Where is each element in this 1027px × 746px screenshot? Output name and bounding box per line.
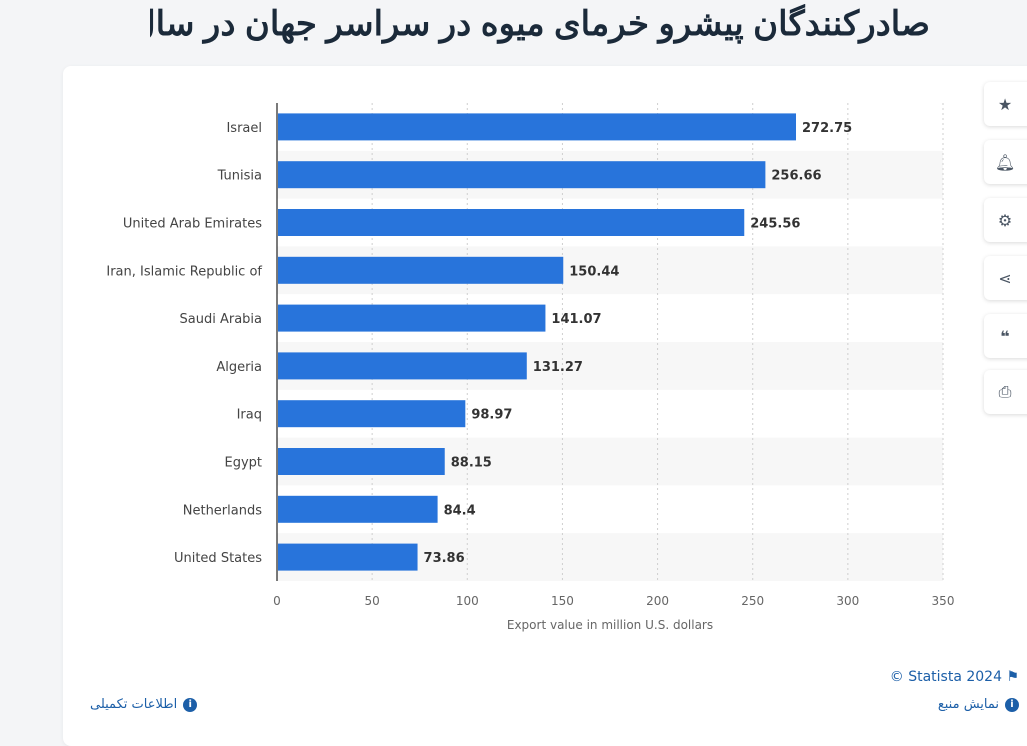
bar bbox=[278, 304, 546, 332]
bar bbox=[278, 543, 418, 571]
info-icon: i bbox=[1005, 697, 1019, 712]
bar bbox=[278, 256, 564, 284]
x-tick-label: 350 bbox=[932, 594, 955, 608]
source-label: نمایش منبع bbox=[937, 697, 999, 712]
favorite-button[interactable]: ★ bbox=[984, 82, 1027, 126]
data-label: 272.75 bbox=[802, 121, 852, 136]
x-tick-label: 200 bbox=[646, 594, 669, 608]
category-label: United States bbox=[174, 551, 262, 566]
cite-button[interactable]: ❝ bbox=[984, 314, 1027, 358]
category-label: Saudi Arabia bbox=[180, 312, 263, 327]
share-button[interactable]: ⋖ bbox=[984, 256, 1027, 300]
category-label: Iraq bbox=[237, 408, 262, 423]
page-title: صادرکنندگان پیشرو خرمای میوه در سراسر جه… bbox=[150, 5, 930, 43]
print-icon: ⎙ bbox=[998, 382, 1012, 401]
statista-credit[interactable]: © Statista 2024 ⚑ bbox=[890, 669, 1019, 685]
bar bbox=[278, 400, 466, 428]
notification-button[interactable]: 🔔︎ bbox=[984, 140, 1027, 184]
bar bbox=[278, 448, 445, 475]
bar bbox=[278, 495, 438, 523]
flag-icon: ⚑ bbox=[1006, 669, 1019, 685]
data-label: 88.15 bbox=[451, 456, 492, 471]
category-label: Tunisia bbox=[217, 169, 262, 184]
data-label: 245.56 bbox=[750, 217, 800, 232]
credit-text: © Statista 2024 bbox=[889, 669, 1002, 685]
data-label: 73.86 bbox=[424, 551, 465, 566]
category-label: Netherlands bbox=[183, 503, 262, 518]
data-label: 150.44 bbox=[569, 264, 619, 279]
bar bbox=[278, 113, 797, 141]
settings-button[interactable]: ⚙ bbox=[984, 198, 1027, 242]
category-label: United Arab Emirates bbox=[123, 217, 262, 232]
category-label: Israel bbox=[226, 121, 262, 136]
category-label: Algeria bbox=[216, 360, 262, 375]
bar-chart: 0 50 100 150 200 250 300 350 Israel 272.75 Tunisia… bbox=[106, 103, 955, 632]
x-tick-label: 50 bbox=[365, 594, 380, 608]
x-tick-label: 100 bbox=[456, 594, 479, 608]
data-label: 131.27 bbox=[533, 360, 583, 375]
star-icon: ★ bbox=[997, 94, 1013, 114]
gear-icon: ⚙ bbox=[997, 210, 1013, 230]
info-icon: i bbox=[183, 697, 198, 712]
x-tick-label: 300 bbox=[836, 594, 859, 608]
x-axis-title: Export value in million U.S. dollars bbox=[507, 618, 713, 632]
share-icon: ⋖ bbox=[998, 268, 1012, 288]
data-label: 98.97 bbox=[471, 408, 512, 423]
additional-info-link[interactable]: i اطلاعات تکمیلی bbox=[90, 697, 198, 712]
data-label: 256.66 bbox=[771, 169, 821, 184]
info-label: اطلاعات تکمیلی bbox=[90, 697, 178, 712]
bar bbox=[278, 352, 527, 380]
category-label: Egypt bbox=[224, 456, 262, 471]
show-source-link[interactable]: i نمایش منبع bbox=[938, 697, 1019, 712]
x-tick-label: 0 bbox=[273, 594, 281, 608]
print-button[interactable]: ⎙ bbox=[984, 370, 1027, 414]
x-tick-label: 150 bbox=[551, 594, 574, 608]
quote-icon: ❝ bbox=[1000, 326, 1010, 346]
bar bbox=[278, 209, 745, 236]
data-label: 141.07 bbox=[551, 312, 601, 327]
x-tick-label: 250 bbox=[741, 594, 764, 608]
category-label: Iran, Islamic Republic of bbox=[106, 264, 262, 279]
bell-icon: 🔔︎ bbox=[994, 152, 1016, 172]
bar bbox=[278, 161, 766, 189]
data-label: 84.4 bbox=[444, 503, 476, 518]
